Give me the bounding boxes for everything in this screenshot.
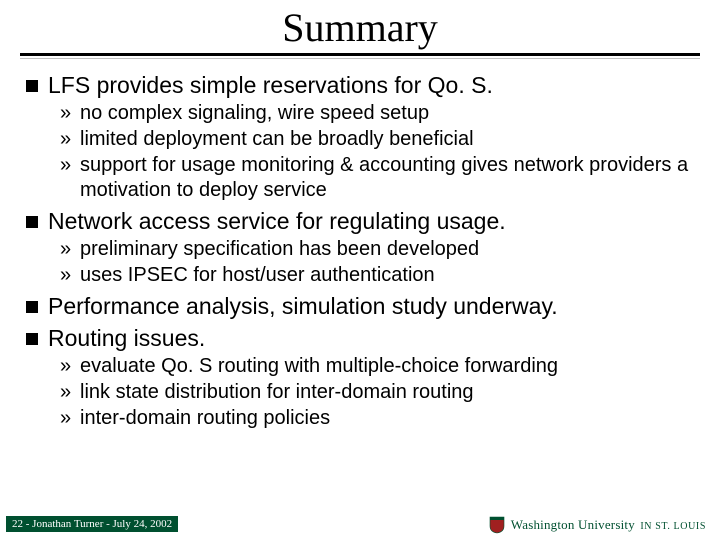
- raquo-icon: »: [60, 153, 76, 178]
- bullet-2-text: Network access service for regulating us…: [48, 207, 506, 236]
- bullet-2-sub-2: » uses IPSEC for host/user authenticatio…: [60, 263, 694, 288]
- slide-title: Summary: [282, 4, 438, 51]
- square-bullet-icon: [26, 301, 38, 313]
- bullet-4-sub-3: » inter-domain routing policies: [60, 406, 694, 431]
- footer-logo-text: Washington University in St. Louis: [511, 517, 706, 533]
- bullet-4-sub-2-text: link state distribution for inter-domain…: [80, 380, 474, 405]
- bullet-1-sub-3: » support for usage monitoring & account…: [60, 153, 694, 203]
- square-bullet-icon: [26, 333, 38, 345]
- bullet-4-sub-2: » link state distribution for inter-doma…: [60, 380, 694, 405]
- bullet-2-sub-1: » preliminary specification has been dev…: [60, 237, 694, 262]
- bullet-3-text: Performance analysis, simulation study u…: [48, 292, 558, 321]
- raquo-icon: »: [60, 127, 76, 152]
- bullet-4: Routing issues.: [26, 324, 694, 353]
- footer-logo: Washington University in St. Louis: [489, 516, 706, 534]
- bullet-1-sub-1-text: no complex signaling, wire speed setup: [80, 101, 429, 126]
- bullet-1-sub-2: » limited deployment can be broadly bene…: [60, 127, 694, 152]
- bullet-4-sub-1-text: evaluate Qo. S routing with multiple-cho…: [80, 354, 558, 379]
- bullet-1: LFS provides simple reservations for Qo.…: [26, 71, 694, 100]
- bullet-1-sub-1: » no complex signaling, wire speed setup: [60, 101, 694, 126]
- footer: 22 - Jonathan Turner - July 24, 2002 Was…: [0, 510, 720, 540]
- bullet-1-sub-3-text: support for usage monitoring & accountin…: [80, 153, 694, 203]
- bullet-1-text: LFS provides simple reservations for Qo.…: [48, 71, 493, 100]
- bullet-1-sub-2-text: limited deployment can be broadly benefi…: [80, 127, 474, 152]
- bullet-2: Network access service for regulating us…: [26, 207, 694, 236]
- raquo-icon: »: [60, 354, 76, 379]
- raquo-icon: »: [60, 101, 76, 126]
- bullet-4-sub-1: » evaluate Qo. S routing with multiple-c…: [60, 354, 694, 379]
- bullet-4-text: Routing issues.: [48, 324, 205, 353]
- title-rule-thick: [20, 53, 700, 56]
- bullet-3: Performance analysis, simulation study u…: [26, 292, 694, 321]
- shield-icon: [489, 516, 505, 534]
- bullet-4-sub-3-text: inter-domain routing policies: [80, 406, 330, 431]
- square-bullet-icon: [26, 216, 38, 228]
- footer-logo-sub: in St. Louis: [640, 521, 706, 532]
- content-area: LFS provides simple reservations for Qo.…: [0, 59, 720, 431]
- raquo-icon: »: [60, 406, 76, 431]
- footer-logo-main: Washington University: [511, 517, 635, 532]
- raquo-icon: »: [60, 380, 76, 405]
- slide: Summary LFS provides simple reservations…: [0, 0, 720, 540]
- footer-page-info: 22 - Jonathan Turner - July 24, 2002: [6, 516, 178, 532]
- square-bullet-icon: [26, 80, 38, 92]
- bullet-2-sub-1-text: preliminary specification has been devel…: [80, 237, 479, 262]
- bullet-2-sub-2-text: uses IPSEC for host/user authentication: [80, 263, 435, 288]
- raquo-icon: »: [60, 237, 76, 262]
- title-wrap: Summary: [0, 0, 720, 51]
- raquo-icon: »: [60, 263, 76, 288]
